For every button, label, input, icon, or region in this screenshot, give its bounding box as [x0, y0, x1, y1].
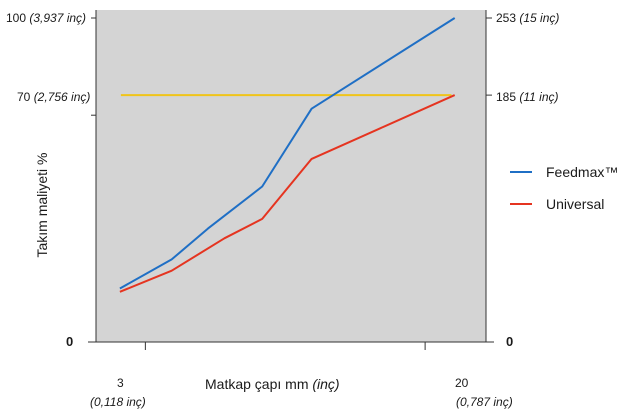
y-axis-label: Takım maliyeti %	[34, 152, 50, 258]
legend-swatch-universal	[510, 203, 532, 205]
y-right-tick-label-185: 185 (11 inç)	[496, 90, 559, 104]
series-line-universal	[119, 94, 456, 293]
y-left-tick-label-70: 70 (2,756 inç)	[17, 90, 91, 104]
legend-item-universal: Universal	[510, 194, 604, 214]
series-line-feedmax	[119, 17, 456, 290]
legend-label-feedmax: Feedmax™	[546, 164, 619, 180]
y-right-tick-label-0: 0	[506, 334, 514, 349]
plot-background	[96, 10, 486, 342]
legend-item-feedmax: Feedmax™	[510, 162, 618, 182]
x-tick-label-3: 3	[117, 376, 124, 390]
y-left-tick-label-0: 0	[66, 334, 74, 349]
x-axis-label: Matkap çapı mm (inç)	[205, 376, 340, 392]
x-tick-label-20: 20	[455, 376, 469, 390]
x-tick-note-3: (0,118 inç)	[90, 395, 146, 409]
legend-swatch-feedmax	[510, 171, 532, 173]
y-right-tick-label-253: 253 (15 inç)	[496, 11, 560, 25]
x-tick-note-20: (0,787 inç)	[456, 395, 513, 409]
legend-label-universal: Universal	[546, 196, 605, 212]
y-left-tick-label-100: 100 (3,937 inç)	[6, 11, 87, 25]
